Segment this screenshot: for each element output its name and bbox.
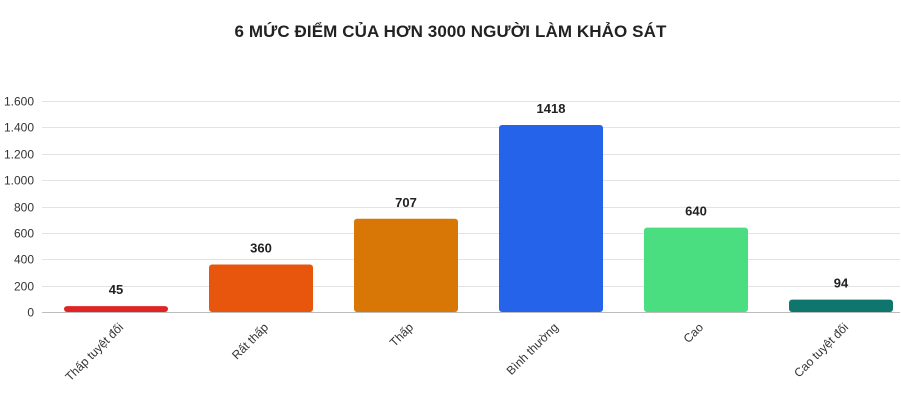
y-tick-label: 400 bbox=[14, 253, 34, 267]
y-axis-ticks: 0 200 400 600 800 1.000 1.200 1.400 1.600 bbox=[4, 95, 34, 320]
category-label: Rất thấp bbox=[229, 320, 271, 362]
bars bbox=[64, 125, 893, 312]
value-labels: 45 360 707 1418 640 94 bbox=[109, 101, 849, 297]
bar-4 bbox=[499, 125, 603, 312]
y-tick-label: 1.000 bbox=[4, 174, 34, 188]
y-tick-label: 800 bbox=[14, 201, 34, 215]
value-label: 707 bbox=[395, 195, 417, 210]
y-tick-label: 600 bbox=[14, 227, 34, 241]
category-label: Cao bbox=[681, 320, 707, 346]
gridlines bbox=[42, 101, 900, 313]
value-label: 45 bbox=[109, 282, 123, 297]
value-label: 1418 bbox=[537, 101, 566, 116]
category-label: Thấp tuyệt đối bbox=[62, 320, 126, 384]
y-tick-label: 1.200 bbox=[4, 148, 34, 162]
bar-5 bbox=[644, 227, 748, 312]
chart-title: 6 MỨC ĐIỂM CỦA HƠN 3000 NGƯỜI LÀM KHẢO S… bbox=[234, 22, 667, 41]
category-label: Thấp bbox=[387, 320, 416, 349]
bar-1 bbox=[64, 306, 168, 312]
value-label: 360 bbox=[250, 241, 272, 256]
y-tick-label: 200 bbox=[14, 280, 34, 294]
y-tick-label: 0 bbox=[27, 306, 34, 320]
bar-6 bbox=[789, 299, 893, 312]
y-tick-label: 1.400 bbox=[4, 121, 34, 135]
category-label: Bình thường bbox=[504, 320, 561, 377]
category-label: Cao tuyệt đối bbox=[791, 320, 851, 380]
x-axis-ticks: Thấp tuyệt đối Rất thấp Thấp Bình thường Cao… bbox=[62, 320, 851, 384]
bar-3 bbox=[354, 218, 458, 312]
value-label: 94 bbox=[834, 276, 849, 291]
bar-2 bbox=[209, 264, 313, 312]
value-label: 640 bbox=[685, 204, 707, 219]
y-tick-label: 1.600 bbox=[4, 95, 34, 109]
